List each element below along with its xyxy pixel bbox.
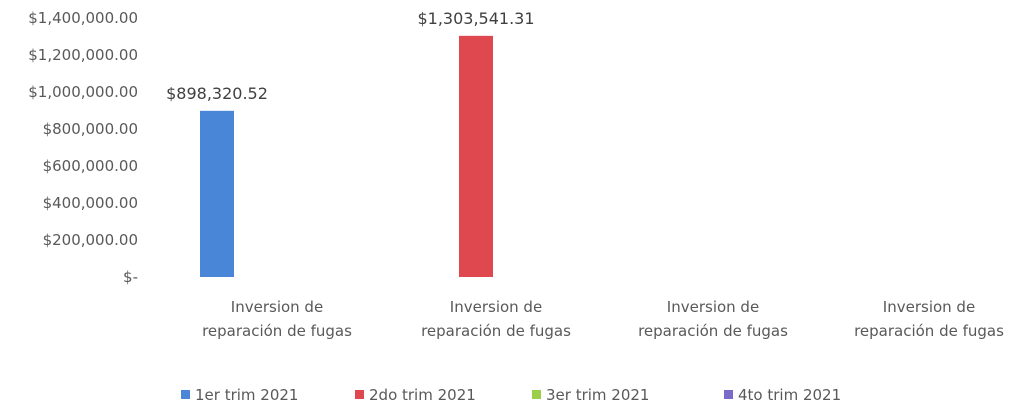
bar <box>459 35 493 278</box>
y-tick-label: $1,200,000.00 <box>28 46 138 64</box>
data-labels: $898,320.52 $1,303,541.31 <box>166 9 534 103</box>
data-label: $1,303,541.31 <box>417 9 534 28</box>
data-label: $898,320.52 <box>166 84 268 103</box>
legend-swatch <box>355 390 364 399</box>
category-label: Inversion de reparación de fugas <box>854 298 1004 340</box>
legend-label: 4to trim 2021 <box>738 386 841 404</box>
category-label: Inversion de reparación de fugas <box>638 298 788 340</box>
bars <box>200 35 493 278</box>
legend-item: 3er trim 2021 <box>532 386 649 404</box>
y-tick-label: $1,400,000.00 <box>28 9 138 27</box>
legend-swatch <box>724 390 733 399</box>
category-label: Inversion de reparación de fugas <box>202 298 352 340</box>
y-tick-label: $800,000.00 <box>43 120 138 138</box>
legend-label: 1er trim 2021 <box>195 386 298 404</box>
y-tick-label: $400,000.00 <box>43 194 138 212</box>
legend-swatch <box>532 390 541 399</box>
legend-swatch <box>181 390 190 399</box>
y-tick-label: $200,000.00 <box>43 231 138 249</box>
y-tick-label: $- <box>123 268 138 286</box>
category-label: Inversion de reparación de fugas <box>421 298 571 340</box>
bar <box>200 110 234 278</box>
y-tick-label: $1,000,000.00 <box>28 83 138 101</box>
legend-item: 2do trim 2021 <box>355 386 476 404</box>
legend-label: 3er trim 2021 <box>546 386 649 404</box>
y-tick-label: $600,000.00 <box>43 157 138 175</box>
y-axis: $- $200,000.00 $400,000.00 $600,000.00 $800,… <box>28 9 138 286</box>
legend-item: 4to trim 2021 <box>724 386 841 404</box>
legend-item: 1er trim 2021 <box>181 386 298 404</box>
legend: 1er trim 2021 2do trim 2021 3er trim 2021 4… <box>181 386 841 404</box>
x-axis: Inversion de reparación de fugas Inversion… <box>202 298 1004 340</box>
legend-label: 2do trim 2021 <box>369 386 476 404</box>
